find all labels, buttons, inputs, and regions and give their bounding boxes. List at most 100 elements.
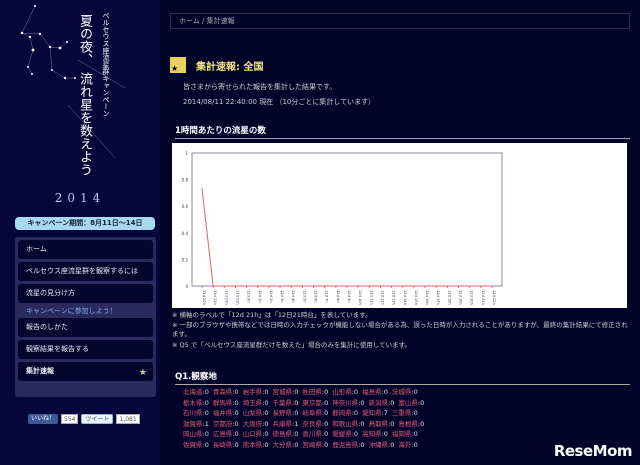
breadcrumb-home[interactable]: ホーム [179,17,200,25]
prefecture-row: 滋賀県:1 京都府:0 大阪府:0 兵庫県:1 奈良県:0 和歌山県:0 鳥取県:0 島根県:… [183,419,425,428]
prefecture-count: 1 [294,419,299,428]
shooting-star-icon: ★ [138,368,147,378]
prefecture-name: 山梨県 [242,409,263,417]
tweet-button[interactable]: ツイート [81,414,114,424]
prefecture-count: 0 [324,388,329,396]
series-line [201,188,492,287]
prefecture-name: 佐賀県 [183,440,203,449]
prefecture-count: 0 [383,388,388,396]
prefecture-count: 0 [413,430,418,438]
x-tick-label: 12d 14h [403,290,407,305]
prefecture-name: 三重県 [391,409,412,417]
prefecture-count: 0 [264,388,269,396]
prefecture-row: 石川県:0 福井県:0 山梨県:0 長野県:0 岐阜県:0 静岡県:0 愛知県:7 三重県:0 [183,409,418,417]
x-tick-label: 11d 23h [235,290,239,305]
facebook-like-button[interactable]: いいね！ [28,414,59,424]
prefecture-count: 0 [204,388,209,396]
prefecture-row: 佐賀県:0 長崎県:0 熊本県:0 大分県:0 宮崎県:0 鹿児島県:0 沖縄県:0 海外:0 [183,440,418,449]
prefecture-name: 高知県 [362,430,382,438]
x-tick-label: 12d 9h [347,290,351,303]
x-tick-label: 12d 19h [459,290,463,305]
prefecture-name: 北海道 [183,388,203,396]
prefecture-name: 岩手県 [242,388,263,396]
prefecture-count: 0 [204,440,209,449]
x-tick-label: 12d 21h [481,290,485,305]
prefecture-count: 0 [324,430,329,438]
prefecture-count: 0 [294,440,299,449]
prefecture-count: 0 [413,388,418,396]
y-tick-label: 0.2 [182,257,189,262]
prefecture-name: 広島県 [212,430,233,438]
x-tick-label: 11d 21h [213,290,217,305]
prefecture-count: 0 [234,430,239,438]
resemom-watermark: ReseMom [553,442,633,460]
prefecture-name: 兵庫県 [272,419,293,428]
results-star-icon: ★ [170,57,186,73]
prefecture-name: 長崎県 [212,440,233,449]
x-tick-label: 12d 20h [470,290,474,305]
prefecture-count: 0 [383,430,388,438]
prefecture-name: 秋田県 [302,388,322,396]
prefecture-name: 滋賀県 [183,419,203,428]
q1-heading: Q1.観察地 [175,370,630,385]
x-tick-label: 12d 18h [447,290,451,305]
prefecture-name: 香川県 [302,430,322,438]
prefecture-name: 新潟県 [368,398,389,407]
prefecture-name: 愛知県 [362,409,382,417]
prefecture-name: 岡山県 [183,430,203,438]
nav-item-how-to-report[interactable]: 報告のしかた [18,318,153,337]
prefecture-name: 愛媛県 [332,430,352,438]
prefecture-name: 京都府 [212,419,233,428]
prefecture-list: 北海道:0 青森県:0 岩手県:0 宮城県:0 秋田県:0 山形県:0 福島県:0 茨城県:0… [183,387,428,450]
x-tick-label: 12d 16h [425,290,429,305]
prefecture-name: 東京都 [302,398,322,407]
campaign-year: 2014 [54,191,106,205]
x-tick-label: 12d 15h [414,290,418,305]
nav-item-label: 集計速報 [26,367,54,375]
prefecture-name: 鹿児島県 [332,440,359,449]
sidebar-nav: ホーム ペルセウス座流星群を観察するには 流星の見分け方 キャンペーンに参加しよ… [15,237,156,397]
prefecture-name: 富山県 [398,398,418,407]
chart-heading: 1時間あたりの流星の数 [175,124,630,139]
prefecture-count: 0 [353,409,359,417]
prefecture-count: 0 [234,388,239,396]
x-tick-label: 12d 17h [436,290,440,305]
campaign-title-line1: 夏の夜、 [77,14,92,66]
campaign-title-line2: 流れ星を数えよう [77,72,92,176]
x-tick-label: 12d 12h [380,290,384,305]
prefecture-count: 0 [360,419,365,428]
intro-text: 皆さまから寄せられた報告を集計した結果です。 [183,83,337,91]
prefecture-count: 0 [264,409,269,417]
sidebar: ペルセウス座流星群キャンペーン 夏の夜、 流れ星を数えよう 2014 キャンペー… [0,0,160,465]
chart-svg: 0 0.2 0.4 0.6 0.8 1 11d 20h 11d 21h 11d 22h 11d 2… [182,151,503,305]
prefecture-name: 群馬県 [212,398,233,407]
prefecture-name: 埼玉県 [242,398,263,407]
prefecture-count: 0 [234,440,239,449]
prefecture-name: 静岡県 [332,409,352,417]
prefecture-count: 0 [420,419,425,428]
prefecture-name: 福井県 [212,409,233,417]
x-tick-label: 12d 8h [336,290,340,303]
prefecture-count: 1 [204,419,209,428]
x-tick-label: 12d 10h [358,290,362,305]
prefecture-count: 0 [324,440,329,449]
campaign-hero: ペルセウス座流星群キャンペーン 夏の夜、 流れ星を数えよう [0,0,160,190]
prefecture-count: 0 [264,430,269,438]
nav-item-report-results[interactable]: 観察結果を報告する [18,340,153,359]
prefecture-name: 茨城県 [391,388,412,396]
prefecture-name: 徳島県 [272,430,293,438]
nav-item-how-to-observe[interactable]: ペルセウス座流星群を観察するには [18,262,153,281]
prefecture-count: 0 [324,398,329,407]
nav-item-identify-meteors[interactable]: 流星の見分け方 [18,284,153,303]
prefecture-count: 0 [324,419,329,428]
note-2: ※ 一部のブラウザや携帯などでは日時の入力チェックが機能しない場合がある為、誤っ… [172,321,628,338]
x-tick-label: 12d 6h [314,290,318,303]
nav-item-home[interactable]: ホーム [18,240,153,259]
x-tick-label: 12d 7h [325,290,329,303]
tweet-count: 1,081 [116,414,140,424]
like-count: 554 [61,414,79,424]
prefecture-count: 0 [413,440,418,449]
nav-item-results[interactable]: 集計速報 ★ [18,362,153,381]
prefecture-name: 福島県 [362,388,382,396]
prefecture-count: 0 [234,419,239,428]
